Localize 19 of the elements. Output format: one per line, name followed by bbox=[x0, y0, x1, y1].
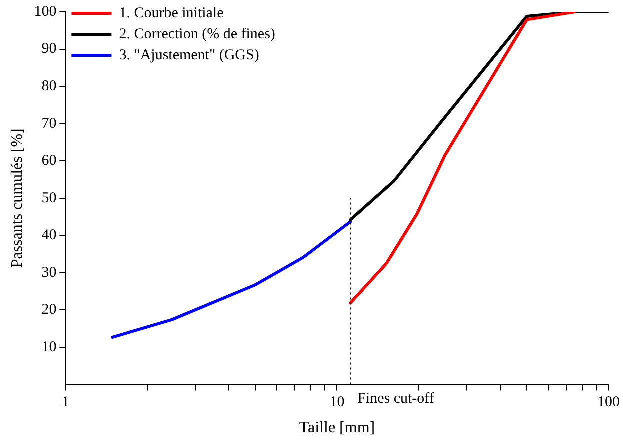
y-tick-label: 80 bbox=[42, 78, 57, 94]
y-tick-label: 10 bbox=[42, 339, 57, 356]
y-tick-label: 70 bbox=[42, 116, 57, 132]
x-axis-title: Taille [mm] bbox=[299, 420, 376, 437]
y-tick-label: 30 bbox=[42, 264, 57, 281]
legend-label: 3. "Ajustement" (GGS) bbox=[119, 47, 260, 64]
y-tick-label: 100 bbox=[34, 4, 57, 20]
x-tick-label: 1 bbox=[62, 394, 70, 411]
ref-line-label: Fines cut-off bbox=[358, 391, 434, 408]
x-tick-label: 10 bbox=[330, 394, 345, 411]
y-tick-label: 20 bbox=[42, 302, 57, 318]
legend-label: 2. Correction (% de fines) bbox=[119, 26, 276, 42]
y-tick-label: 90 bbox=[42, 41, 57, 58]
y-tick-label: 60 bbox=[42, 153, 57, 170]
y-tick-label: 40 bbox=[42, 228, 57, 244]
y-axis-title: Passants cumulés [%] bbox=[8, 128, 26, 268]
legend-label: 1. Courbe initiale bbox=[119, 5, 224, 22]
x-tick-label: 100 bbox=[598, 394, 620, 411]
y-tick-label: 50 bbox=[42, 190, 57, 206]
